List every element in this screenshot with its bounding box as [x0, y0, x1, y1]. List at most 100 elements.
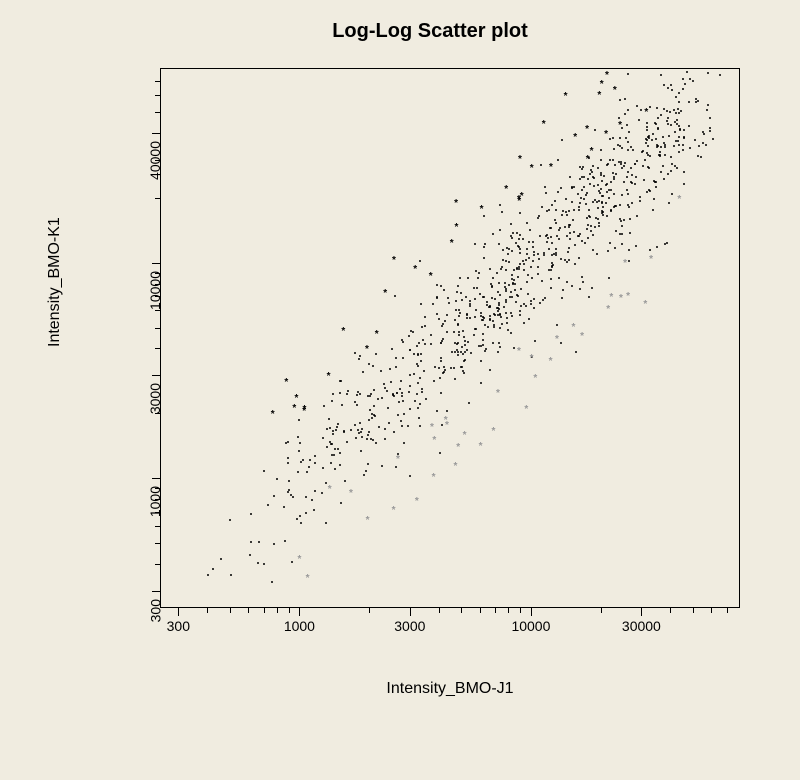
scatter-point — [499, 327, 501, 329]
scatter-point — [505, 301, 507, 303]
scatter-point — [360, 431, 362, 433]
scatter-point — [501, 323, 503, 325]
scatter-point — [594, 226, 596, 228]
scatter-point — [360, 450, 362, 452]
scatter-point — [688, 101, 690, 103]
scatter-point — [647, 145, 649, 147]
scatter-point — [606, 183, 608, 185]
scatter-point — [440, 360, 442, 362]
scatter-point — [582, 166, 584, 168]
scatter-point — [377, 398, 379, 400]
scatter-point — [591, 287, 593, 289]
y-minor-tick — [155, 296, 160, 297]
scatter-point — [446, 331, 448, 333]
scatter-point — [419, 377, 421, 379]
scatter-point — [391, 348, 393, 350]
scatter-point — [493, 326, 495, 328]
scatter-point — [544, 297, 546, 299]
y-minor-tick — [155, 198, 160, 199]
scatter-point — [562, 289, 564, 291]
scatter-point — [250, 513, 252, 515]
scatter-point — [657, 128, 659, 130]
scatter-point — [597, 207, 599, 209]
scatter-point — [533, 298, 535, 300]
scatter-point — [440, 285, 442, 287]
scatter-point — [630, 146, 632, 148]
scatter-point — [457, 324, 459, 326]
x-minor-tick — [670, 608, 671, 613]
scatter-point — [373, 405, 375, 407]
scatter-point — [502, 249, 504, 251]
x-minor-tick — [601, 608, 602, 613]
scatter-point — [575, 351, 577, 353]
scatter-point — [469, 317, 471, 319]
scatter-point — [656, 246, 658, 248]
scatter-point — [297, 471, 299, 473]
scatter-point — [541, 280, 543, 282]
scatter-point — [706, 109, 708, 111]
scatter-point — [517, 276, 519, 278]
scatter-point — [424, 316, 426, 318]
scatter-star-dark — [528, 165, 536, 173]
scatter-point — [572, 219, 574, 221]
scatter-point — [598, 200, 600, 202]
y-minor-tick — [155, 413, 160, 414]
scatter-point — [299, 442, 301, 444]
scatter-point — [328, 418, 330, 420]
scatter-star-dark — [616, 122, 624, 130]
scatter-point — [474, 298, 476, 300]
scatter-point — [457, 342, 459, 344]
scatter-point — [497, 351, 499, 353]
scatter-point — [601, 201, 603, 203]
scatter-point — [491, 297, 493, 299]
scatter-point — [395, 366, 397, 368]
scatter-point — [368, 363, 370, 365]
scatter-point — [592, 176, 594, 178]
y-minor-tick — [155, 81, 160, 82]
scatter-point — [273, 543, 275, 545]
scatter-point — [578, 257, 580, 259]
scatter-point — [702, 142, 704, 144]
scatter-point — [628, 249, 630, 251]
scatter-point — [369, 409, 371, 411]
scatter-point — [380, 370, 382, 372]
scatter-point — [424, 325, 426, 327]
scatter-point — [586, 192, 588, 194]
scatter-point — [450, 367, 452, 369]
scatter-point — [697, 155, 699, 157]
scatter-point — [660, 74, 662, 76]
scatter-point — [476, 287, 478, 289]
scatter-point — [357, 429, 359, 431]
scatter-point — [683, 171, 685, 173]
scatter-point — [263, 470, 265, 472]
y-minor-tick — [155, 160, 160, 161]
scatter-point — [655, 138, 657, 140]
scatter-point — [475, 309, 477, 311]
scatter-star-gray — [490, 428, 498, 436]
scatter-point — [581, 189, 583, 191]
scatter-star-dark — [390, 257, 398, 265]
scatter-point — [707, 72, 709, 74]
scatter-point — [551, 266, 553, 268]
scatter-point — [408, 335, 410, 337]
scatter-point — [395, 466, 397, 468]
scatter-point — [388, 422, 390, 424]
scatter-point — [601, 195, 603, 197]
scatter-point — [298, 419, 300, 421]
scatter-point — [418, 417, 420, 419]
scatter-point — [662, 165, 664, 167]
scatter-point — [331, 443, 333, 445]
scatter-point — [636, 215, 638, 217]
scatter-point — [651, 139, 653, 141]
scatter-star-dark — [363, 346, 371, 354]
scatter-point — [443, 289, 445, 291]
scatter-point — [588, 296, 590, 298]
scatter-point — [430, 334, 432, 336]
scatter-point — [589, 183, 591, 185]
scatter-point — [689, 147, 691, 149]
scatter-point — [632, 149, 634, 151]
x-minor-tick — [508, 608, 509, 613]
scatter-point — [649, 106, 651, 108]
scatter-point — [667, 117, 669, 119]
scatter-point — [474, 243, 476, 245]
